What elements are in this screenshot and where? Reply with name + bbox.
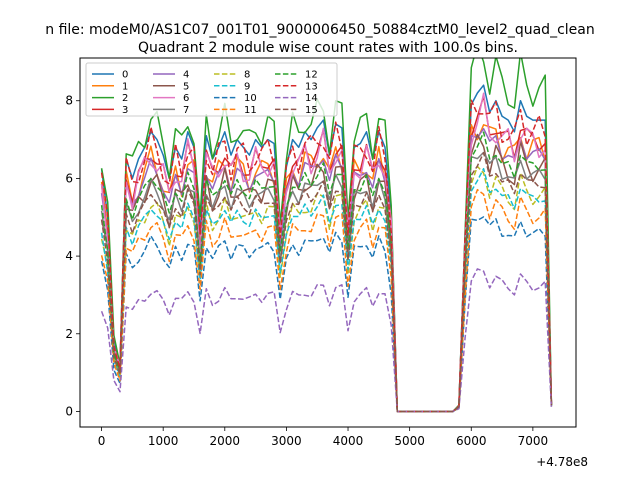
x-axis-offset-label: +4.78e8 (536, 455, 588, 469)
y-tick-label: 6 (65, 171, 73, 185)
legend-label-7: 7 (183, 105, 189, 116)
plot-area-frame (79, 57, 577, 428)
legend-label-10: 10 (244, 93, 257, 104)
legend-label-2: 2 (122, 93, 128, 104)
x-tick-label: 3000 (271, 434, 302, 448)
legend-label-12: 12 (305, 70, 318, 81)
series-line-9 (100, 167, 553, 413)
legend-label-8: 8 (244, 70, 250, 81)
legend-label-5: 5 (183, 81, 189, 92)
y-tick-label: 8 (65, 94, 73, 108)
x-tick-label: 6000 (456, 434, 487, 448)
series-line-12 (100, 131, 553, 413)
series-line-14 (100, 268, 553, 413)
series-line-7 (100, 151, 553, 413)
legend-label-4: 4 (183, 70, 189, 81)
series-line-15 (100, 152, 553, 413)
x-tick-label: 5000 (394, 434, 425, 448)
x-tick-label: 4000 (333, 434, 364, 448)
series-line-6 (100, 92, 553, 413)
legend-label-3: 3 (122, 105, 128, 116)
x-tick-label: 0 (98, 434, 106, 448)
legend-label-1: 1 (122, 81, 128, 92)
figure-suptitle: n file: modeM0/AS1C07_001T01_9000006450_… (45, 22, 594, 38)
y-tick-label: 2 (65, 327, 73, 341)
legend-label-13: 13 (305, 81, 318, 92)
y-axis: 0 2 4 6 8 (65, 94, 80, 418)
series-line-10 (100, 216, 553, 413)
series-layer (100, 58, 553, 413)
series-line-11 (100, 188, 553, 413)
legend-label-9: 9 (244, 81, 250, 92)
x-tick-label: 2000 (210, 434, 241, 448)
x-axis: 0 1000 2000 3000 4000 5000 6000 7000 (98, 427, 548, 448)
y-tick-label: 0 (65, 404, 73, 418)
legend-label-6: 6 (183, 93, 189, 104)
series-line-13 (100, 99, 553, 413)
y-tick-label: 4 (65, 249, 73, 263)
series-line-8 (100, 165, 553, 413)
legend-label-15: 15 (305, 105, 318, 116)
legend-label-11: 11 (244, 105, 257, 116)
series-line-2 (100, 58, 553, 413)
legend-frame (85, 62, 338, 117)
x-tick-label: 7000 (518, 434, 549, 448)
legend-label-14: 14 (305, 93, 318, 104)
chart-title: Quadrant 2 module wise count rates with … (138, 40, 518, 56)
legend-label-0: 0 (122, 70, 128, 81)
x-tick-label: 1000 (148, 434, 179, 448)
